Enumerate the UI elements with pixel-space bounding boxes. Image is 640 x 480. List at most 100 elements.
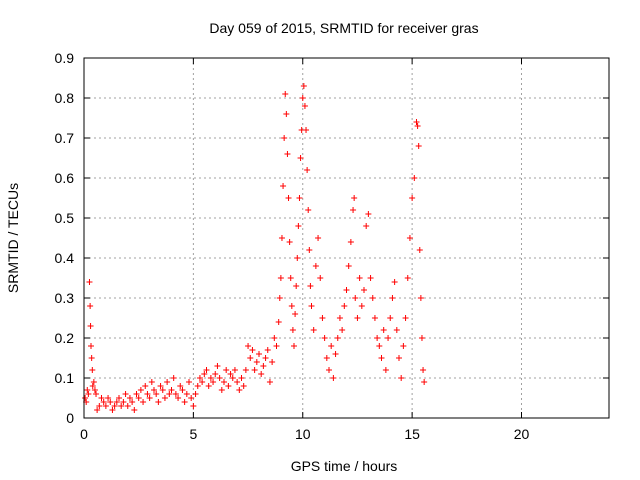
data-point	[146, 395, 153, 401]
data-point	[249, 347, 256, 353]
data-point	[137, 387, 144, 393]
data-point	[354, 315, 361, 321]
data-point	[393, 327, 400, 333]
data-point	[231, 367, 238, 373]
data-point	[87, 323, 94, 329]
data-point	[221, 379, 227, 385]
x-axis-label: GPS time / hours	[291, 458, 398, 474]
data-point	[292, 311, 299, 317]
data-points-layer	[82, 83, 428, 413]
data-point	[91, 387, 98, 393]
data-point	[227, 371, 234, 377]
data-point	[205, 383, 212, 389]
data-point	[264, 347, 271, 353]
data-point	[192, 391, 199, 397]
data-point	[363, 223, 370, 229]
data-point	[369, 295, 376, 301]
data-point	[281, 135, 288, 141]
data-point	[330, 375, 337, 381]
data-point	[284, 151, 291, 157]
data-point	[380, 327, 387, 333]
data-point	[275, 319, 282, 325]
data-point	[271, 335, 278, 341]
data-point	[286, 239, 293, 245]
data-point	[223, 367, 230, 373]
data-point	[86, 279, 93, 285]
data-point	[317, 275, 324, 281]
data-point	[391, 279, 398, 285]
data-point	[305, 207, 312, 213]
data-point	[238, 375, 245, 381]
data-point	[421, 379, 428, 385]
data-point	[273, 343, 280, 349]
data-point	[294, 255, 301, 261]
data-point	[328, 343, 335, 349]
data-point	[301, 103, 308, 109]
data-point	[365, 211, 372, 217]
data-point	[269, 359, 276, 365]
data-point	[300, 83, 307, 89]
data-point	[414, 123, 421, 129]
data-point	[100, 399, 107, 405]
data-point	[102, 403, 109, 409]
data-point	[285, 195, 292, 201]
data-point	[85, 391, 92, 397]
data-point	[116, 395, 122, 401]
data-point	[177, 383, 184, 389]
data-point	[242, 367, 249, 373]
data-point	[183, 391, 190, 397]
plot-frame	[83, 57, 610, 419]
data-point	[151, 387, 157, 393]
x-tick-label: 15	[404, 426, 420, 442]
data-point	[155, 399, 162, 405]
data-point	[283, 111, 290, 117]
data-point	[374, 335, 381, 341]
data-point	[350, 207, 357, 213]
data-point	[296, 195, 303, 201]
data-point	[293, 283, 300, 289]
data-point	[210, 379, 217, 385]
data-point	[98, 395, 105, 401]
data-point	[420, 367, 427, 373]
data-point	[212, 371, 219, 377]
data-point	[186, 379, 192, 385]
data-point	[107, 399, 114, 405]
data-point	[389, 295, 396, 301]
data-point	[181, 399, 188, 405]
data-point	[402, 315, 409, 321]
data-point	[214, 363, 221, 369]
data-point	[352, 295, 359, 301]
data-point	[159, 387, 166, 393]
data-point	[351, 195, 358, 201]
data-point	[131, 407, 138, 413]
y-tick-label: 0.5	[55, 210, 75, 226]
data-point	[278, 235, 285, 241]
data-point	[88, 355, 95, 361]
data-point	[409, 195, 416, 201]
data-point	[207, 375, 214, 381]
data-point	[82, 395, 89, 401]
data-point	[148, 379, 155, 385]
data-point	[291, 343, 297, 349]
data-point	[396, 355, 402, 361]
data-point	[287, 275, 294, 281]
data-point	[280, 183, 287, 189]
x-tick-label: 5	[189, 426, 197, 442]
data-point	[124, 403, 131, 409]
data-point	[105, 395, 112, 401]
data-point	[126, 395, 133, 401]
data-point	[87, 303, 94, 309]
data-point	[277, 275, 284, 281]
x-tick-label: 0	[80, 426, 88, 442]
x-tick-label: 10	[295, 426, 311, 442]
data-point	[93, 391, 100, 397]
y-tick-label: 0.8	[55, 90, 75, 106]
data-point	[312, 263, 319, 269]
y-axis-label: SRMTID / TECUs	[5, 183, 21, 293]
data-point	[406, 235, 413, 241]
data-point	[88, 343, 94, 349]
x-tick-label: 20	[514, 426, 530, 442]
data-point	[385, 335, 392, 341]
data-point	[297, 155, 304, 161]
